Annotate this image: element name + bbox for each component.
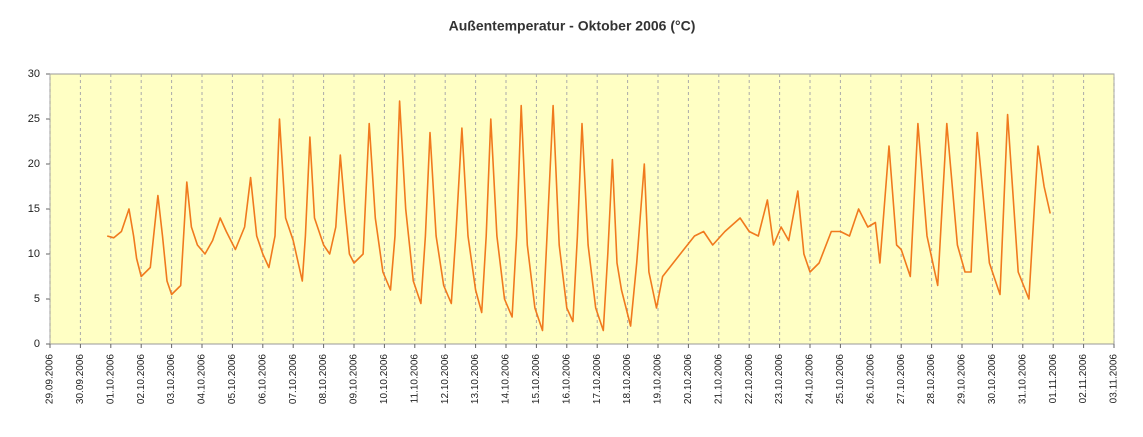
x-tick-label: 16.10.2006 [561,354,572,404]
x-tick-label: 21.10.2006 [713,354,724,404]
x-tick-label: 24.10.2006 [805,354,816,404]
x-tick-label: 15.10.2006 [531,354,542,404]
x-tick-label: 05.10.2006 [227,354,238,404]
x-tick-label: 19.10.2006 [653,354,664,404]
x-tick-label: 26.10.2006 [865,354,876,404]
x-tick-label: 18.10.2006 [622,354,633,404]
x-tick-label: 06.10.2006 [257,354,268,404]
x-tick-label: 04.10.2006 [197,354,208,404]
x-tick-label: 02.10.2006 [136,354,147,404]
x-tick-label: 23.10.2006 [774,354,785,404]
x-tick-label: 12.10.2006 [440,354,451,404]
x-tick-label: 11.10.2006 [409,354,420,404]
x-tick-label: 20.10.2006 [683,354,694,404]
x-tick-label: 03.11.2006 [1109,354,1120,404]
x-tick-label: 08.10.2006 [318,354,329,404]
x-tick-label: 27.10.2006 [896,354,907,404]
x-tick-label: 30.09.2006 [75,354,86,404]
temperature-line [106,100,1051,332]
x-tick-label: 29.10.2006 [957,354,968,404]
x-tick-label: 03.10.2006 [166,354,177,404]
x-tick-label: 25.10.2006 [835,354,846,404]
x-tick-label: 17.10.2006 [592,354,603,404]
chart-title: Außentemperatur - Oktober 2006 (°C) [449,18,696,34]
y-tick-label: 25 [28,113,40,125]
y-tick-label: 0 [34,338,40,350]
x-tick-label: 30.10.2006 [987,354,998,404]
y-tick-label: 10 [28,248,40,260]
x-tick-label: 22.10.2006 [744,354,755,404]
x-tick-label: 31.10.2006 [1017,354,1028,404]
x-tick-label: 02.11.2006 [1078,354,1089,404]
x-tick-label: 10.10.2006 [379,354,390,404]
x-tick-label: 01.10.2006 [105,354,116,404]
plot-area [49,73,1115,345]
x-tick-label: 28.10.2006 [926,354,937,404]
y-tick-label: 20 [28,158,40,170]
y-tick-label: 15 [28,203,40,215]
y-tick-label: 30 [28,68,40,80]
x-tick-label: 14.10.2006 [501,354,512,404]
x-tick-label: 09.10.2006 [349,354,360,404]
x-tick-label: 29.09.2006 [45,354,56,404]
x-tick-label: 13.10.2006 [470,354,481,404]
x-tick-label: 01.11.2006 [1048,354,1059,404]
y-tick-label: 5 [34,293,40,305]
x-tick-label: 07.10.2006 [288,354,299,404]
